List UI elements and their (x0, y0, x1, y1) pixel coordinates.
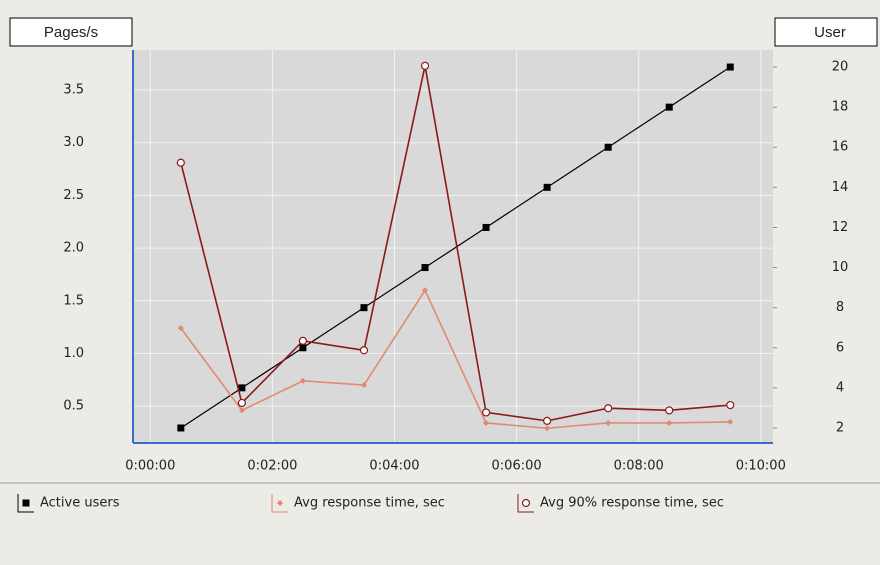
y2-tick-label: 2 (836, 420, 844, 435)
y2-tick-label: 20 (832, 60, 849, 75)
y-tick-label: 3.0 (63, 135, 84, 150)
y-tick-label: 1.0 (63, 346, 84, 361)
legend-label: Active users (40, 496, 120, 511)
marker (544, 184, 551, 191)
y2-tick-label: 8 (836, 300, 844, 315)
y-axis-title: Pages/s (44, 24, 98, 41)
marker (360, 347, 367, 354)
y2-axis-title: User (814, 24, 846, 41)
y2-tick-label: 18 (832, 100, 849, 115)
marker (422, 264, 429, 271)
marker (299, 337, 306, 344)
y2-tick-label: 10 (832, 260, 849, 275)
x-tick-label: 0:06:00 (492, 459, 542, 474)
y-tick-label: 1.5 (63, 293, 84, 308)
chart: Pages/s User Active users Avg response ti… (0, 0, 880, 565)
marker (666, 407, 673, 414)
y2-tick-label: 12 (832, 220, 849, 235)
marker (299, 344, 306, 351)
marker (483, 224, 490, 231)
y-axis-title-box: Pages/s (10, 18, 132, 46)
marker (360, 304, 367, 311)
legend-label: Avg 90% response time, sec (540, 496, 724, 511)
y2-axis-title-box: User (775, 18, 877, 46)
y2-tick-label: 16 (832, 140, 849, 155)
x-tick-label: 0:08:00 (614, 459, 664, 474)
y-tick-label: 2.0 (63, 241, 84, 256)
marker (523, 500, 530, 507)
x-tick-label: 0:02:00 (247, 459, 297, 474)
y-tick-label: 2.5 (63, 188, 84, 203)
marker (483, 409, 490, 416)
y-tick-label: 3.5 (63, 83, 84, 98)
marker (23, 500, 30, 507)
legend-label: Avg response time, sec (294, 496, 445, 511)
x-tick-label: 0:04:00 (369, 459, 419, 474)
y2-tick-label: 4 (836, 380, 844, 395)
y-tick-label: 0.5 (63, 399, 84, 414)
y2-tick-label: 14 (832, 180, 849, 195)
marker (177, 424, 184, 431)
x-tick-label: 0:10:00 (736, 459, 786, 474)
marker (727, 402, 734, 409)
marker (544, 417, 551, 424)
marker (422, 62, 429, 69)
y2-tick-label: 6 (836, 340, 844, 355)
marker (605, 405, 612, 412)
marker (605, 144, 612, 151)
plot-area (133, 50, 773, 443)
marker (666, 104, 673, 111)
x-tick-label: 0:00:00 (125, 459, 175, 474)
marker (177, 159, 184, 166)
marker (238, 399, 245, 406)
marker (727, 64, 734, 71)
